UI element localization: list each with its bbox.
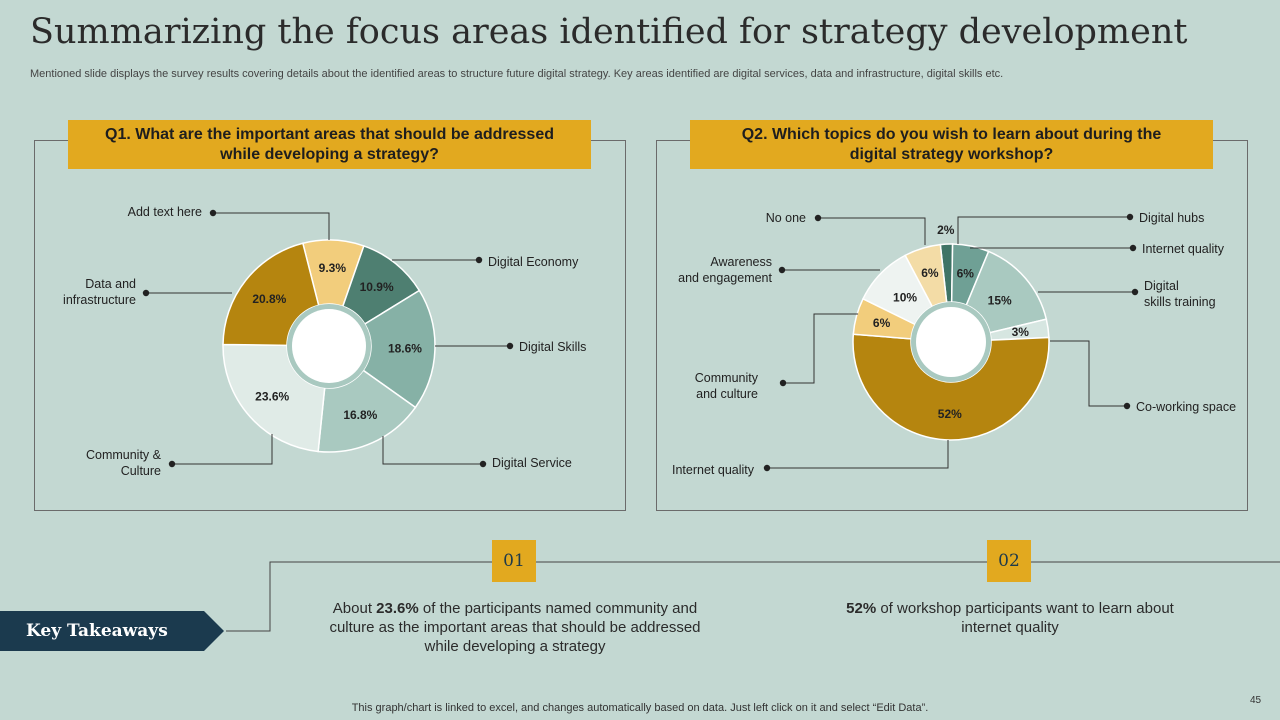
chart2-hole xyxy=(916,307,986,377)
chart1-category-label: Culture xyxy=(121,464,161,478)
chart1-category-label: Digital Skills xyxy=(519,340,586,354)
chart1-leader-dot xyxy=(479,460,487,468)
chart2-category-label: Awareness xyxy=(710,255,772,269)
chart2-data-label: 3% xyxy=(1012,325,1030,339)
chart2-leader-dot xyxy=(1126,213,1134,221)
chart2-category-label: Digital hubs xyxy=(1139,211,1204,225)
chart2-leader-line xyxy=(767,440,949,469)
takeaway-text-1: About 23.6% of the participants named co… xyxy=(329,600,701,655)
chart2-category-label: Internet quality xyxy=(672,463,755,477)
chart2-data-label: 6% xyxy=(873,316,891,330)
chart1-category-label: Add text here xyxy=(128,205,202,219)
takeaway-1-highlight: 23.6% xyxy=(376,600,419,617)
page-title: Summarizing the focus areas identified f… xyxy=(30,12,1188,52)
chart2-data-label: 52% xyxy=(938,407,962,421)
chart1-leader-dot xyxy=(475,256,483,264)
question-2-line-1: Q2. Which topics do you wish to learn ab… xyxy=(741,125,1162,143)
chart2-category-label: skills training xyxy=(1144,295,1216,309)
question-2-line-2: digital strategy workshop? xyxy=(849,145,1054,163)
chart2-category-label: and culture xyxy=(696,387,758,401)
takeaway-2-highlight: 52% xyxy=(846,600,877,617)
chart2-leader-dot xyxy=(1129,244,1137,252)
takeaway-number-2: 02 xyxy=(987,540,1031,582)
chart2-category-label: and engagement xyxy=(678,271,772,285)
chart1-data-label: 20.8% xyxy=(252,292,286,306)
chart1-leader-dot xyxy=(168,460,176,468)
chart2-category-label: Community xyxy=(695,371,759,385)
chart2-leader-dot xyxy=(1123,402,1131,410)
chart2-leader-line xyxy=(1050,340,1127,407)
chart2-leader-dot xyxy=(778,266,786,274)
chart2-data-label: 10% xyxy=(893,290,917,304)
chart1-leader-line xyxy=(382,436,483,465)
question-1-title: Q1. What are the important areas that sh… xyxy=(68,120,591,169)
chart2-leader-line xyxy=(818,217,926,245)
footer-note: This graph/chart is linked to excel, and… xyxy=(351,702,929,714)
chart2-category-label: Digital xyxy=(1144,279,1179,293)
chart1-leader-line xyxy=(172,434,273,465)
question-1-line-1: Q1. What are the important areas that sh… xyxy=(105,125,554,143)
chart1-leader-dot xyxy=(209,209,217,217)
chart1-category-label: Digital Service xyxy=(492,456,572,470)
chart1-category-label: infrastructure xyxy=(63,293,136,307)
chart2-leader-line xyxy=(783,313,858,384)
chart2-data-label: 15% xyxy=(988,293,1012,307)
chart1-leader-dot xyxy=(142,289,150,297)
chart2-leader-dot xyxy=(1131,288,1139,296)
chart2-leader-dot xyxy=(763,464,771,472)
takeaway-text-2: 52% of workshop participants want to lea… xyxy=(846,600,1174,636)
chart1-category-label: Digital Economy xyxy=(488,255,579,269)
page-subtitle: Mentioned slide displays the survey resu… xyxy=(30,68,1004,80)
chart1-data-label: 16.8% xyxy=(343,408,377,422)
chart1-category-label: Community & xyxy=(86,448,162,462)
question-1-line-2: while developing a strategy? xyxy=(220,145,439,163)
chart2-data-label: 6% xyxy=(921,266,939,280)
takeaway-connector-line xyxy=(226,561,1280,632)
chart2-category-label: No one xyxy=(766,211,806,225)
chart2-leader-dot xyxy=(779,379,787,387)
key-takeaways-banner: Key Takeaways xyxy=(0,611,224,651)
chart2-leader-line xyxy=(957,216,1130,244)
chart1-data-label: 10.9% xyxy=(360,280,394,294)
question-2-title: Q2. Which topics do you wish to learn ab… xyxy=(690,120,1213,169)
chart2-category-label: Co-working space xyxy=(1136,400,1236,414)
chart1-leader-dot xyxy=(506,342,514,350)
chart2-data-label: 2% xyxy=(937,223,955,237)
page-number: 45 xyxy=(1250,695,1262,706)
chart1-data-label: 18.6% xyxy=(388,342,422,356)
chart1-data-label: 9.3% xyxy=(319,261,347,275)
chart1-category-label: Data and xyxy=(85,277,136,291)
chart1-data-label: 23.6% xyxy=(255,389,289,403)
chart2-leader-dot xyxy=(814,214,822,222)
takeaway-number-1: 01 xyxy=(492,540,536,582)
chart1-hole xyxy=(292,309,366,383)
chart2-category-label: Internet quality xyxy=(1142,242,1225,256)
chart2-data-label: 6% xyxy=(957,266,975,280)
key-takeaways-heading: Key Takeaways xyxy=(26,621,168,641)
chart1-leader-line xyxy=(213,212,330,240)
